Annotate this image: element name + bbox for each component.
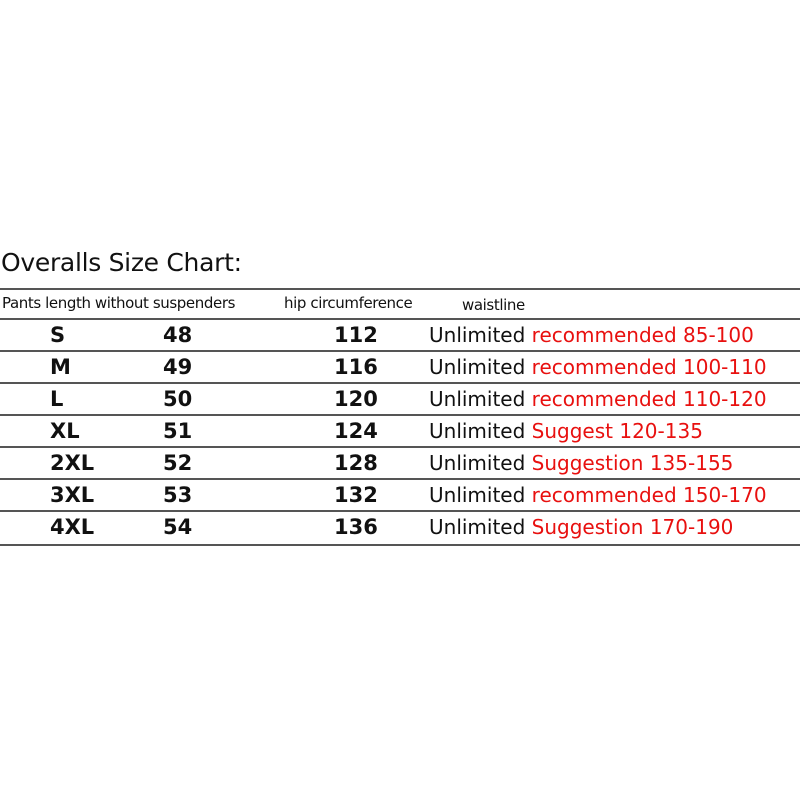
waist-recommendation: recommended 100-110: [531, 355, 767, 379]
table-row: 4XL 54 136 Unlimited Suggestion 170-190: [0, 512, 800, 544]
length-cell: 54: [163, 515, 193, 539]
hip-cell: 132: [334, 483, 378, 507]
table-rule: [0, 478, 800, 480]
waist-recommendation: recommended 85-100: [531, 323, 754, 347]
length-cell: 52: [163, 451, 193, 475]
size-cell: XL: [50, 419, 80, 443]
table-rule: [0, 544, 800, 546]
size-cell: S: [50, 323, 66, 347]
header-hip: hip circumference: [284, 294, 413, 312]
hip-cell: 120: [334, 387, 378, 411]
size-cell: L: [50, 387, 64, 411]
length-cell: 51: [163, 419, 193, 443]
table-rule: [0, 510, 800, 512]
waist-value: Unlimited: [429, 355, 526, 379]
length-cell: 53: [163, 483, 193, 507]
header-length: Pants length without suspenders: [2, 294, 235, 312]
waist-cell: Unlimited Suggestion 170-190: [429, 515, 733, 539]
waist-cell: Unlimited recommended 150-170: [429, 483, 767, 507]
table-row: L 50 120 Unlimited recommended 110-120: [0, 384, 800, 416]
table-rule: [0, 382, 800, 384]
header-waist: waistline: [462, 296, 525, 314]
table-rule: [0, 414, 800, 416]
size-cell: M: [50, 355, 71, 379]
size-cell: 4XL: [50, 515, 95, 539]
size-cell: 2XL: [50, 451, 95, 475]
table-row: 2XL 52 128 Unlimited Suggestion 135-155: [0, 448, 800, 480]
table-rule: [0, 446, 800, 448]
table-rule: [0, 318, 800, 320]
table-rule: [0, 288, 800, 290]
hip-cell: 128: [334, 451, 378, 475]
waist-value: Unlimited: [429, 323, 526, 347]
waist-recommendation: recommended 150-170: [531, 483, 767, 507]
size-cell: 3XL: [50, 483, 95, 507]
waist-cell: Unlimited Suggestion 135-155: [429, 451, 733, 475]
table-header: Pants length without suspenders hip circ…: [0, 288, 800, 318]
table-rule: [0, 350, 800, 352]
hip-cell: 136: [334, 515, 378, 539]
waist-value: Unlimited: [429, 419, 526, 443]
waist-recommendation: Suggestion 170-190: [531, 515, 734, 539]
waist-cell: Unlimited recommended 100-110: [429, 355, 767, 379]
waist-cell: Unlimited recommended 110-120: [429, 387, 767, 411]
waist-value: Unlimited: [429, 515, 526, 539]
table-row: M 49 116 Unlimited recommended 100-110: [0, 352, 800, 384]
table-row: 3XL 53 132 Unlimited recommended 150-170: [0, 480, 800, 512]
page-title: Overalls Size Chart:: [1, 248, 242, 277]
waist-cell: Unlimited Suggest 120-135: [429, 419, 703, 443]
table-row: XL 51 124 Unlimited Suggest 120-135: [0, 416, 800, 448]
hip-cell: 124: [334, 419, 378, 443]
waist-cell: Unlimited recommended 85-100: [429, 323, 754, 347]
waist-recommendation: Suggestion 135-155: [531, 451, 734, 475]
waist-value: Unlimited: [429, 451, 526, 475]
waist-value: Unlimited: [429, 483, 526, 507]
hip-cell: 112: [334, 323, 378, 347]
waist-recommendation: recommended 110-120: [531, 387, 767, 411]
length-cell: 48: [163, 323, 193, 347]
waist-value: Unlimited: [429, 387, 526, 411]
length-cell: 50: [163, 387, 193, 411]
hip-cell: 116: [334, 355, 378, 379]
length-cell: 49: [163, 355, 193, 379]
table-row: S 48 112 Unlimited recommended 85-100: [0, 320, 800, 352]
waist-recommendation: Suggest 120-135: [531, 419, 703, 443]
